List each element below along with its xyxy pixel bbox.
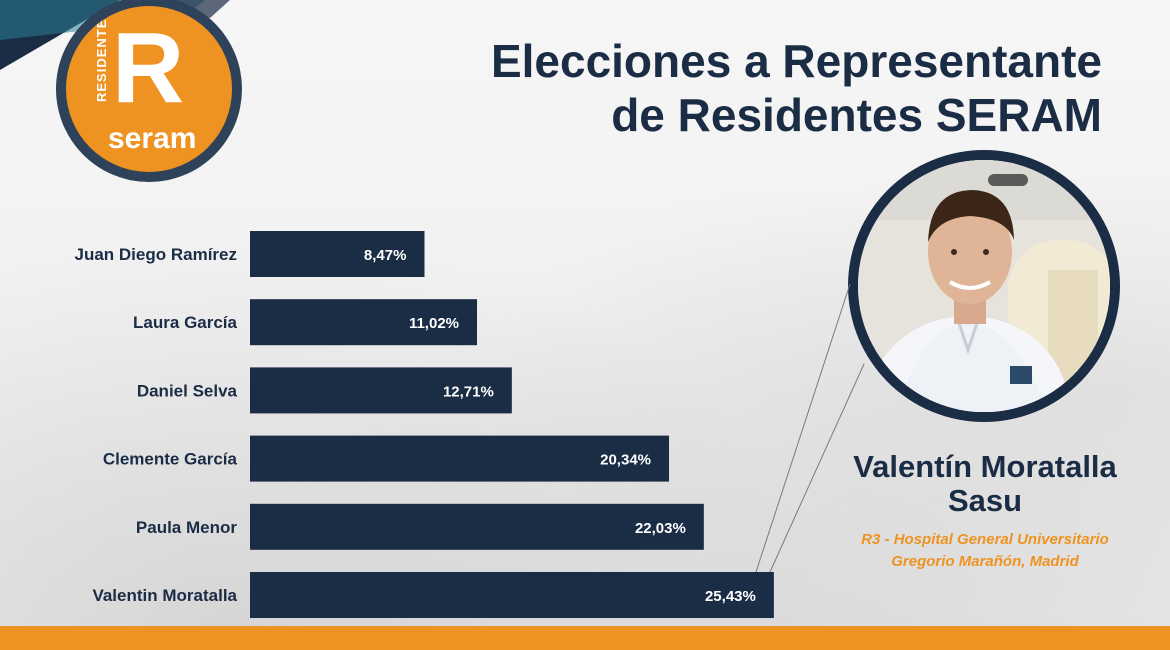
title-line-2: de Residentes SERAM (611, 89, 1102, 141)
data-label: 25,43% (705, 588, 756, 605)
winner-affiliation: R3 - Hospital General Universitario Greg… (800, 529, 1170, 573)
seram-residentes-logo: RESIDENTES R seram (56, 0, 242, 182)
bar (250, 367, 512, 414)
category-label: Laura García (133, 313, 237, 332)
category-label: Paula Menor (136, 518, 237, 537)
winner-name-line-1: Valentín Moratalla (853, 449, 1117, 484)
results-bar-chart: Juan Diego Ramírez 8,47% Laura García 11,02… (75, 231, 774, 618)
winner-photo-frame (848, 150, 1120, 422)
data-label: 12,71% (443, 383, 494, 400)
category-label: Juan Diego Ramírez (75, 245, 238, 264)
category-label: Daniel Selva (137, 381, 238, 400)
bar (250, 299, 478, 346)
category-label: Valentin Moratalla (92, 586, 237, 605)
winner-role-line-1: R3 - Hospital General Universitario (861, 531, 1109, 548)
logo-word: seram (108, 122, 197, 155)
bar (250, 435, 670, 482)
bar (250, 503, 704, 550)
person-avatar-icon (858, 160, 1110, 412)
logo-letter: R (112, 12, 185, 124)
winner-photo (858, 160, 1110, 412)
bar (250, 572, 774, 618)
data-label: 22,03% (635, 520, 686, 537)
data-label: 11,02% (409, 315, 459, 332)
data-label: 8,47% (364, 247, 407, 264)
winner-name: Valentín Moratalla Sasu (800, 450, 1170, 518)
data-label: 20,34% (600, 452, 651, 469)
category-label: Clemente García (103, 450, 238, 469)
page-title: Elecciones a Representante de Residentes… (402, 34, 1102, 142)
footer-bar (0, 626, 1170, 650)
bar (250, 231, 425, 277)
winner-name-line-2: Sasu (947, 483, 1023, 518)
title-line-1: Elecciones a Representante (490, 35, 1102, 87)
winner-role-line-2: Gregorio Marañón, Madrid (891, 553, 1079, 570)
